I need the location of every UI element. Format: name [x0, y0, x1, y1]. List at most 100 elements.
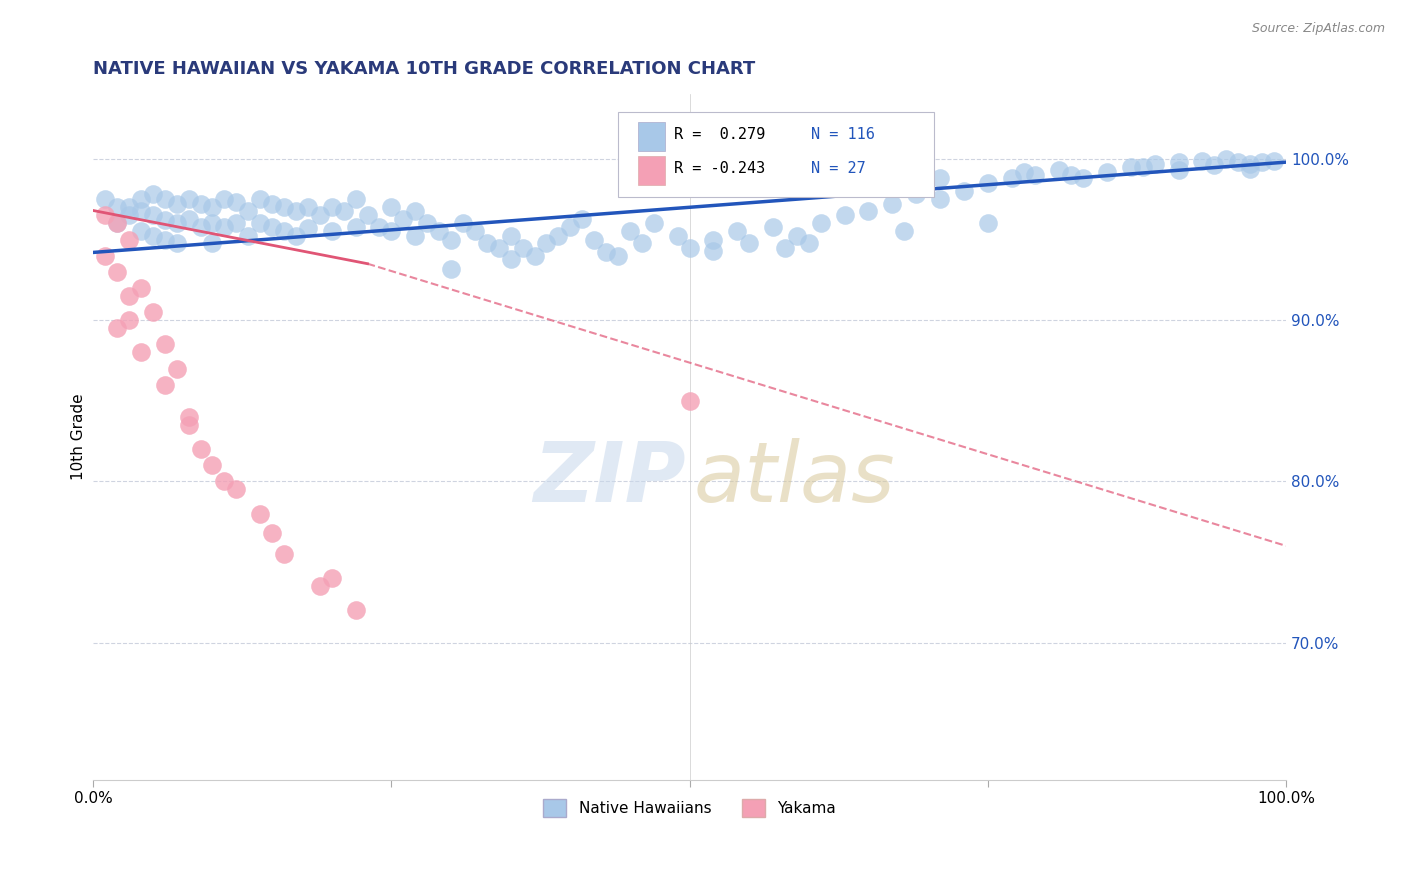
- Point: [262, 219, 284, 234]
- Point: [380, 224, 402, 238]
- FancyBboxPatch shape: [619, 112, 934, 197]
- Point: [560, 219, 582, 234]
- Point: [142, 229, 165, 244]
- Point: [105, 265, 128, 279]
- Point: [631, 235, 654, 250]
- Point: [1167, 155, 1189, 169]
- Point: [177, 192, 200, 206]
- Point: [238, 203, 260, 218]
- Point: [129, 281, 152, 295]
- Point: [142, 305, 165, 319]
- Point: [297, 221, 319, 235]
- Point: [214, 475, 236, 489]
- Point: [105, 216, 128, 230]
- Point: [571, 211, 593, 226]
- Point: [595, 245, 617, 260]
- Point: [678, 393, 700, 408]
- Point: [201, 235, 224, 250]
- Point: [858, 203, 880, 218]
- Point: [451, 216, 474, 230]
- Point: [1204, 158, 1226, 172]
- Point: [129, 345, 152, 359]
- Point: [249, 507, 271, 521]
- Point: [499, 252, 522, 266]
- Point: [666, 229, 689, 244]
- Point: [142, 208, 165, 222]
- Legend: Native Hawaiians, Yakama: Native Hawaiians, Yakama: [537, 792, 842, 823]
- Point: [129, 224, 152, 238]
- Point: [416, 216, 439, 230]
- Point: [190, 442, 212, 456]
- Point: [177, 417, 200, 432]
- Point: [583, 233, 606, 247]
- Point: [1024, 168, 1046, 182]
- Point: [332, 203, 354, 218]
- Point: [392, 211, 415, 226]
- Point: [321, 571, 343, 585]
- Point: [105, 216, 128, 230]
- Point: [262, 525, 284, 540]
- Point: [153, 192, 176, 206]
- Point: [118, 200, 141, 214]
- Point: [94, 208, 117, 222]
- Point: [262, 197, 284, 211]
- Point: [725, 224, 748, 238]
- Point: [190, 197, 212, 211]
- Point: [440, 261, 463, 276]
- Point: [523, 249, 546, 263]
- Text: atlas: atlas: [693, 438, 894, 518]
- Point: [404, 203, 426, 218]
- Point: [475, 235, 498, 250]
- Point: [547, 229, 569, 244]
- Point: [619, 224, 641, 238]
- Point: [1047, 163, 1070, 178]
- Point: [882, 197, 904, 211]
- Point: [344, 192, 367, 206]
- Point: [273, 200, 295, 214]
- Point: [1167, 163, 1189, 178]
- Point: [834, 208, 856, 222]
- Text: NATIVE HAWAIIAN VS YAKAMA 10TH GRADE CORRELATION CHART: NATIVE HAWAIIAN VS YAKAMA 10TH GRADE COR…: [93, 60, 755, 78]
- Point: [177, 211, 200, 226]
- Point: [153, 213, 176, 227]
- Point: [129, 203, 152, 218]
- Point: [166, 361, 188, 376]
- Point: [284, 229, 307, 244]
- Point: [643, 216, 665, 230]
- Point: [810, 216, 832, 230]
- Point: [238, 229, 260, 244]
- Point: [536, 235, 558, 250]
- Point: [368, 219, 391, 234]
- Point: [1119, 160, 1142, 174]
- Point: [678, 241, 700, 255]
- Point: [977, 176, 1000, 190]
- Point: [321, 200, 343, 214]
- FancyBboxPatch shape: [638, 122, 665, 151]
- Point: [464, 224, 486, 238]
- Point: [344, 603, 367, 617]
- Point: [273, 547, 295, 561]
- Point: [905, 187, 928, 202]
- Point: [129, 192, 152, 206]
- Point: [273, 224, 295, 238]
- Point: [1251, 155, 1274, 169]
- Point: [105, 200, 128, 214]
- Point: [1012, 165, 1035, 179]
- Point: [1143, 157, 1166, 171]
- Point: [1071, 171, 1094, 186]
- Point: [1215, 152, 1237, 166]
- Point: [105, 321, 128, 335]
- Point: [512, 241, 534, 255]
- Text: R =  0.279: R = 0.279: [673, 127, 765, 142]
- Text: R = -0.243: R = -0.243: [673, 161, 765, 176]
- Point: [762, 219, 785, 234]
- Point: [214, 219, 236, 234]
- Point: [797, 235, 820, 250]
- Point: [488, 241, 510, 255]
- Point: [308, 579, 330, 593]
- Point: [607, 249, 630, 263]
- Point: [929, 192, 952, 206]
- Text: N = 27: N = 27: [811, 161, 866, 176]
- Point: [118, 233, 141, 247]
- Point: [225, 195, 247, 210]
